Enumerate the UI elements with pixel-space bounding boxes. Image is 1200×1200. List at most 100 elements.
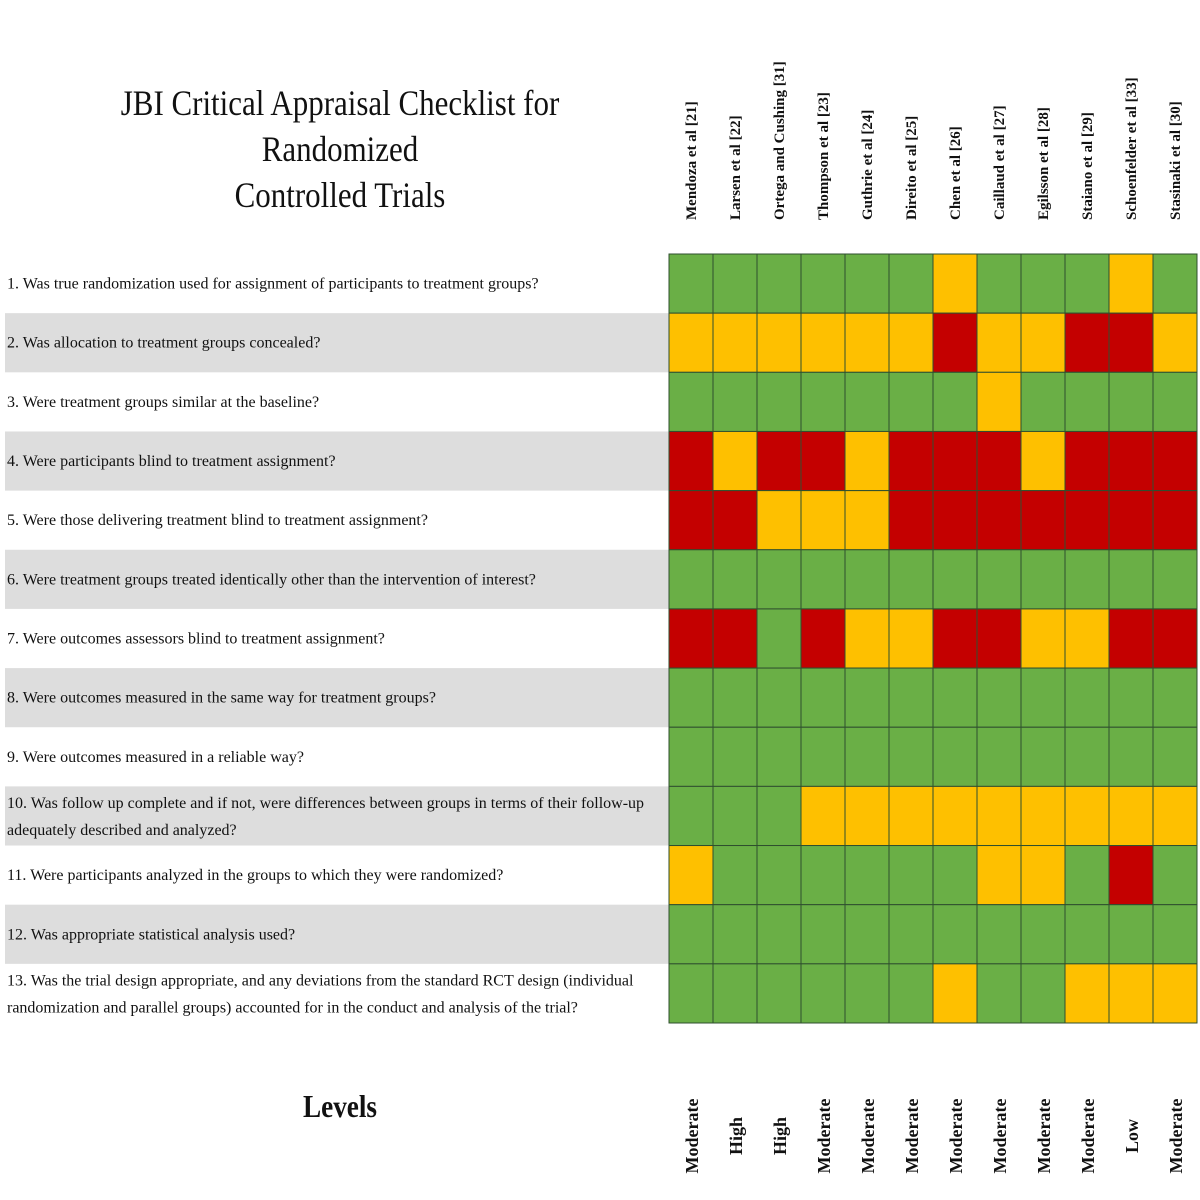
question-row-shade	[5, 668, 669, 728]
heatmap-cell	[668, 726, 714, 787]
question-text-line: randomization and parallel groups) accou…	[7, 999, 578, 1016]
heatmap-cell	[756, 963, 802, 1024]
level-label: Moderate	[990, 1099, 1010, 1174]
heatmap-cell	[756, 312, 802, 373]
question-text-line: adequately described and analyzed?	[7, 822, 237, 839]
question-text: 12. Was appropriate statistical analysis…	[7, 926, 295, 943]
heatmap-cell	[844, 371, 890, 432]
question-row-shade	[5, 904, 669, 964]
heatmap-cell	[800, 845, 846, 906]
heatmap-cell	[712, 845, 758, 906]
study-label: Schoenfelder et al [33]	[1124, 77, 1140, 220]
heatmap-cell	[844, 490, 890, 551]
heatmap-cell	[844, 253, 890, 314]
heatmap-cell	[888, 312, 934, 373]
heatmap-cell	[888, 785, 934, 847]
level-label: Moderate	[858, 1099, 878, 1174]
heatmap-cell	[844, 430, 890, 492]
heatmap-cell	[1020, 904, 1066, 965]
heatmap-cell	[888, 608, 934, 669]
heatmap-cell	[1064, 371, 1110, 432]
heatmap-cell	[1108, 845, 1154, 906]
heatmap-cell	[844, 904, 890, 965]
chart-title: JBI Critical Appraisal Checklist for Ran…	[65, 80, 615, 218]
chart-title-line-1: JBI Critical Appraisal Checklist for Ran…	[120, 83, 560, 169]
heatmap-cell	[976, 963, 1022, 1024]
heatmap-cell	[844, 726, 890, 787]
heatmap-cell	[712, 430, 758, 492]
heatmap-cell	[1020, 726, 1066, 787]
study-label: Thompson et al [23]	[816, 92, 832, 220]
chart-title-line-2: Controlled Trials	[234, 175, 446, 215]
heatmap-cell	[668, 312, 714, 373]
heatmap-cell	[1020, 253, 1066, 314]
heatmap-cell	[932, 726, 978, 787]
heatmap-cell	[1152, 608, 1198, 669]
level-label: Moderate	[1078, 1099, 1098, 1174]
heatmap-cell	[668, 430, 714, 492]
heatmap-cell	[976, 430, 1022, 492]
heatmap-cell	[800, 667, 846, 728]
heatmap-cell	[1108, 371, 1154, 432]
question-text: 4. Were participants blind to treatment …	[7, 453, 336, 470]
study-label: Larsen et al [22]	[728, 115, 744, 220]
heatmap-cell	[712, 371, 758, 432]
question-row-shade	[5, 313, 669, 373]
heatmap-cell	[976, 726, 1022, 787]
heatmap-cell	[844, 608, 890, 669]
heatmap-cell	[1152, 490, 1198, 551]
heatmap-cell	[1108, 253, 1154, 314]
heatmap-cell	[888, 845, 934, 906]
question-text: 9. Were outcomes measured in a reliable …	[7, 749, 304, 766]
study-label: Guthrie et al [24]	[860, 110, 876, 220]
heatmap-cell	[1020, 608, 1066, 669]
heatmap-cell	[1152, 904, 1198, 965]
heatmap-cell	[844, 785, 890, 847]
heatmap-cell	[1108, 312, 1154, 373]
heatmap-cell	[712, 904, 758, 965]
heatmap-cell	[756, 726, 802, 787]
heatmap-cell	[976, 904, 1022, 965]
heatmap-cell	[976, 785, 1022, 847]
heatmap-cell	[1152, 667, 1198, 728]
heatmap-cell	[756, 490, 802, 551]
heatmap-cell	[668, 667, 714, 728]
question-text: 11. Were participants analyzed in the gr…	[7, 867, 503, 884]
heatmap-cell	[1152, 430, 1198, 492]
study-label: Ortega and Cushing [31]	[772, 61, 788, 220]
heatmap-cell	[800, 785, 846, 847]
heatmap-cell	[1020, 963, 1066, 1024]
heatmap-cell	[888, 371, 934, 432]
heatmap-cell	[668, 904, 714, 965]
heatmap-cell	[1064, 785, 1110, 847]
heatmap-cell	[1064, 430, 1110, 492]
heatmap-cell	[1152, 371, 1198, 432]
heatmap-cell	[1064, 608, 1110, 669]
heatmap-cell	[1108, 608, 1154, 669]
heatmap-cell	[668, 963, 714, 1024]
heatmap-cell	[668, 253, 714, 314]
heatmap-cell	[800, 490, 846, 551]
question-text: 7. Were outcomes assessors blind to trea…	[7, 631, 385, 648]
heatmap-cell	[932, 490, 978, 551]
heatmap-cell	[712, 312, 758, 373]
heatmap-cell	[844, 549, 890, 610]
heatmap-cell	[756, 845, 802, 906]
level-label: Moderate	[1034, 1099, 1054, 1174]
question-text: 6. Were treatment groups treated identic…	[7, 571, 536, 588]
heatmap-cell	[1020, 785, 1066, 847]
heatmap-cell	[1064, 312, 1110, 373]
heatmap-cell	[932, 430, 978, 492]
question-row-shade	[5, 786, 669, 846]
question-text-line: 13. Was the trial design appropriate, an…	[7, 972, 634, 989]
heatmap-cell	[1064, 963, 1110, 1024]
level-label: High	[770, 1117, 790, 1155]
heatmap-cell	[756, 608, 802, 669]
heatmap-cell	[932, 845, 978, 906]
heatmap-cell	[932, 667, 978, 728]
heatmap-cell	[932, 253, 978, 314]
levels-heading: Levels	[302, 1088, 378, 1124]
heatmap-cell	[888, 963, 934, 1024]
heatmap-cell	[1108, 726, 1154, 787]
